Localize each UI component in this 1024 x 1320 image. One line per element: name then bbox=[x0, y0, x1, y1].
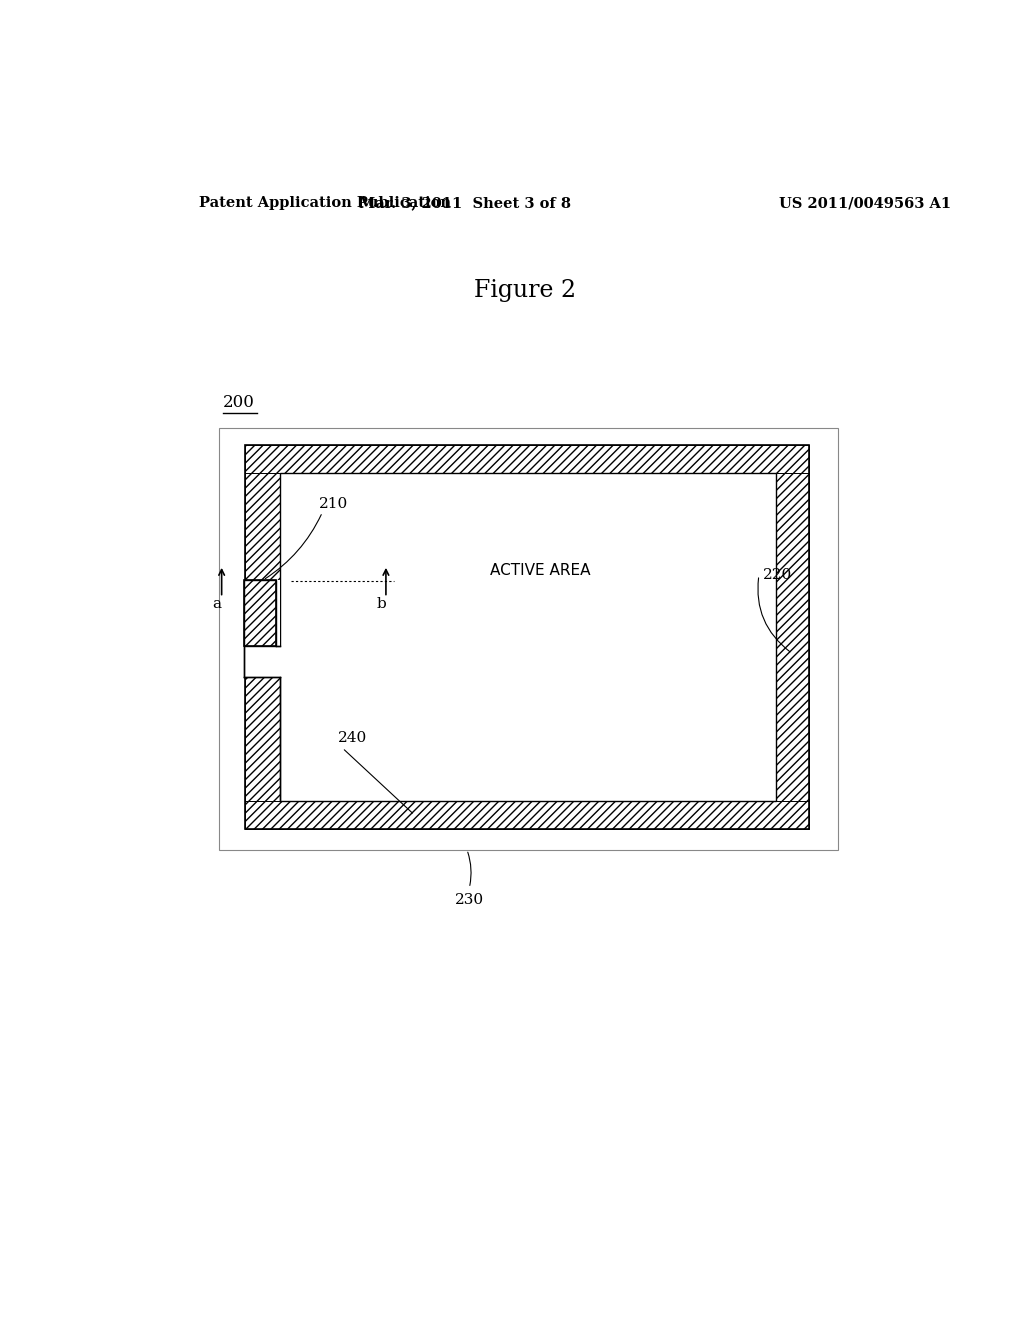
Bar bbox=[775, 474, 809, 801]
Text: a: a bbox=[212, 597, 221, 611]
Text: US 2011/0049563 A1: US 2011/0049563 A1 bbox=[778, 197, 951, 210]
Bar bbox=[281, 474, 775, 801]
Text: b: b bbox=[376, 597, 386, 611]
Bar bbox=[244, 647, 282, 677]
Bar bbox=[246, 474, 281, 801]
Text: 230: 230 bbox=[455, 894, 483, 907]
Text: 200: 200 bbox=[223, 393, 255, 411]
Text: 240: 240 bbox=[338, 731, 368, 744]
Bar bbox=[246, 445, 809, 474]
Bar bbox=[246, 801, 809, 829]
Bar bbox=[246, 445, 809, 829]
Bar bbox=[244, 581, 275, 647]
Bar bbox=[244, 581, 280, 647]
Text: 210: 210 bbox=[318, 496, 348, 511]
Text: Patent Application Publication: Patent Application Publication bbox=[200, 197, 452, 210]
Text: Mar. 3, 2011  Sheet 3 of 8: Mar. 3, 2011 Sheet 3 of 8 bbox=[359, 197, 571, 210]
Bar bbox=[244, 581, 275, 647]
Text: ACTIVE AREA: ACTIVE AREA bbox=[490, 562, 591, 578]
Bar bbox=[219, 428, 839, 850]
Text: Figure 2: Figure 2 bbox=[474, 279, 575, 302]
Text: 220: 220 bbox=[763, 568, 793, 582]
